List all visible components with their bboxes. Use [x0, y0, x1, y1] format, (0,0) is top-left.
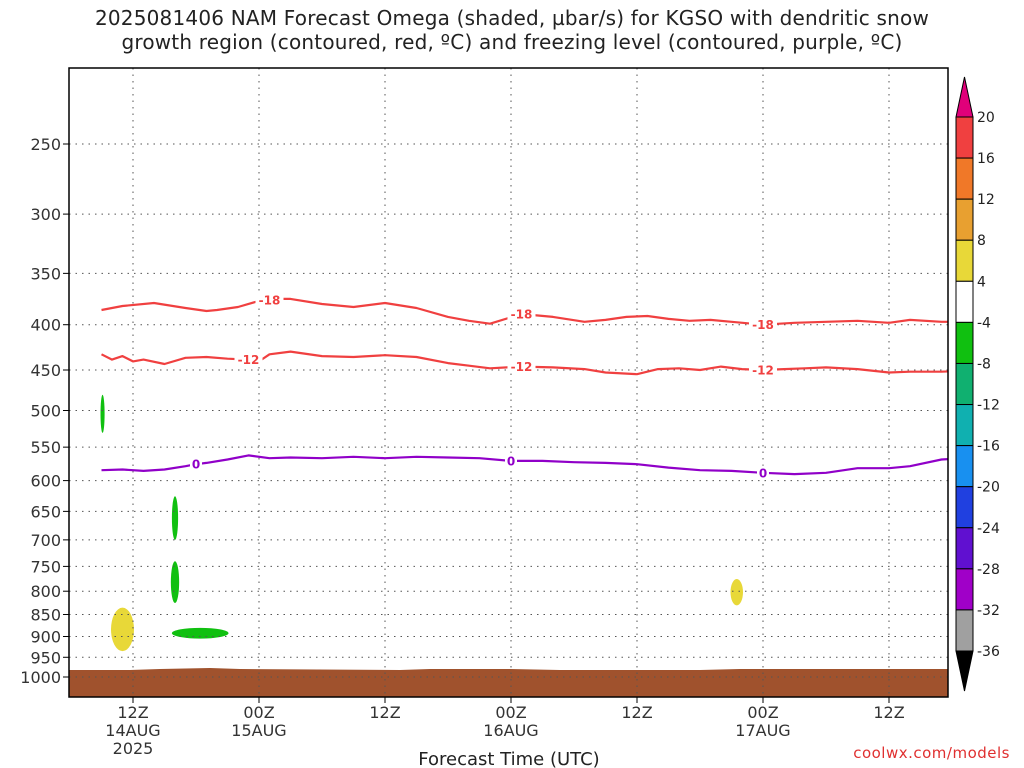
title-line-1: 2025081406 NAM Forecast Omega (shaded, µ… [94, 6, 930, 30]
y-tick-label-350: 350 [30, 264, 61, 283]
colorbar-box-10 [955, 486, 974, 529]
omega-shaded-region-6 [100, 394, 105, 433]
omega-shaded-region-4 [171, 627, 229, 639]
x-tick-year-6: 2025 [113, 739, 154, 758]
contour-label-0-2: 0 [507, 454, 515, 468]
colorbar-box-9 [955, 445, 974, 488]
y-tick-label-450: 450 [30, 361, 61, 380]
colorbar-box-7 [955, 362, 974, 406]
omega-shaded-region-2 [171, 496, 179, 540]
y-tick-label-800: 800 [30, 582, 61, 601]
y-tick-label-850: 850 [30, 606, 61, 625]
x-tick-date-66: 17AUG [735, 721, 790, 740]
colorbar-label-7: -8 [977, 356, 991, 372]
x-axis-label: Forecast Time (UTC) [418, 749, 599, 768]
y-tick-label-250: 250 [30, 135, 61, 154]
title-line-2: growth region (contoured, red, ºC) and f… [121, 30, 903, 54]
y-tick-label-550: 550 [30, 438, 61, 457]
contour-label-bg [757, 465, 769, 480]
credit-text: coolwx.com/models [853, 744, 1010, 762]
colorbar-box-5 [955, 280, 974, 323]
contour-0 [101, 454, 948, 476]
contour-label-bg [255, 292, 284, 307]
colorbar-box-11 [955, 527, 974, 570]
colorbar-label-12: -28 [977, 562, 1000, 578]
colorbar-box-3 [955, 198, 974, 241]
colorbar-label-1: 20 [977, 110, 995, 126]
contour-label-bg [749, 317, 777, 332]
colorbar-box-13 [955, 609, 974, 652]
contour-label-bg [507, 306, 536, 321]
contour-label-0-1: 0 [192, 458, 200, 472]
colorbar-label-3: 12 [977, 192, 995, 208]
x-tick-date-6: 14AUG [105, 721, 160, 740]
contour-label-bg [507, 359, 536, 374]
x-tick-label-42: 00Z [495, 703, 526, 722]
x-tick-date-42: 16AUG [483, 721, 538, 740]
colorbar-box-2 [955, 157, 974, 200]
colorbar-label-2: 16 [977, 151, 995, 167]
contour-label-minus12-2: -12 [511, 360, 533, 374]
omega-shaded-region-1 [111, 607, 134, 652]
contour-label-bg [190, 457, 202, 472]
colorbar-label-14: -36 [977, 644, 1000, 660]
colorbar-label-10: -20 [977, 480, 1000, 496]
y-tick-label-750: 750 [30, 557, 61, 576]
omega-shaded-region-5 [730, 578, 743, 606]
x-tick-label-54: 12Z [621, 703, 652, 722]
y-tick-label-600: 600 [30, 472, 61, 491]
x-tick-label-6: 12Z [117, 703, 148, 722]
contour-minus18 [101, 297, 948, 326]
contour-label-bg [749, 362, 777, 377]
contour-label-minus18-3: -18 [752, 318, 774, 332]
contour-label-minus18-1: -18 [259, 293, 281, 307]
x-tick-label-18: 00Z [243, 703, 274, 722]
y-tick-label-950: 950 [30, 648, 61, 667]
y-tick-label-500: 500 [30, 402, 61, 421]
plot-frame [68, 67, 949, 698]
contour-label-bg [505, 453, 517, 468]
chart-title: 2025081406 NAM Forecast Omega (shaded, µ… [0, 6, 1024, 54]
colorbar-box-8 [955, 404, 974, 447]
colorbar-box-1 [955, 116, 974, 159]
x-tick-date-18: 15AUG [231, 721, 286, 740]
colorbar-label-8: -12 [977, 398, 1000, 414]
x-tick-label-66: 00Z [747, 703, 778, 722]
y-tick-label-400: 400 [30, 316, 61, 335]
contour-minus12 [101, 350, 948, 376]
contour-label-bg [234, 352, 263, 367]
colorbar-label-6: -4 [977, 315, 991, 331]
y-tick-label-700: 700 [30, 531, 61, 550]
contour-label-minus12-3: -12 [752, 363, 774, 377]
y-tick-label-650: 650 [30, 502, 61, 521]
contour-label-0-3: 0 [759, 466, 767, 480]
colorbar-label-11: -24 [977, 521, 1000, 537]
colorbar-label-4: 8 [977, 233, 986, 249]
contour-label-minus18-2: -18 [511, 307, 533, 321]
colorbar-label-13: -32 [977, 603, 1000, 619]
colorbar-box-4 [955, 239, 974, 282]
colorbar-label-5: 4 [977, 274, 986, 290]
omega-shaded-region-3 [170, 561, 180, 604]
y-tick-label-900: 900 [30, 627, 61, 646]
contour-label-minus12-1: -12 [238, 353, 260, 367]
x-tick-label-78: 12Z [873, 703, 904, 722]
y-tick-label-300: 300 [30, 205, 61, 224]
colorbar-max-arrow [955, 76, 974, 118]
colorbar-box-6 [955, 321, 974, 364]
y-tick-label-1000: 1000 [20, 668, 61, 687]
colorbar-min-arrow [955, 650, 974, 692]
ground-surface [69, 668, 948, 697]
colorbar-label-9: -16 [977, 439, 1000, 455]
x-tick-label-30: 12Z [369, 703, 400, 722]
colorbar-box-12 [955, 568, 974, 611]
